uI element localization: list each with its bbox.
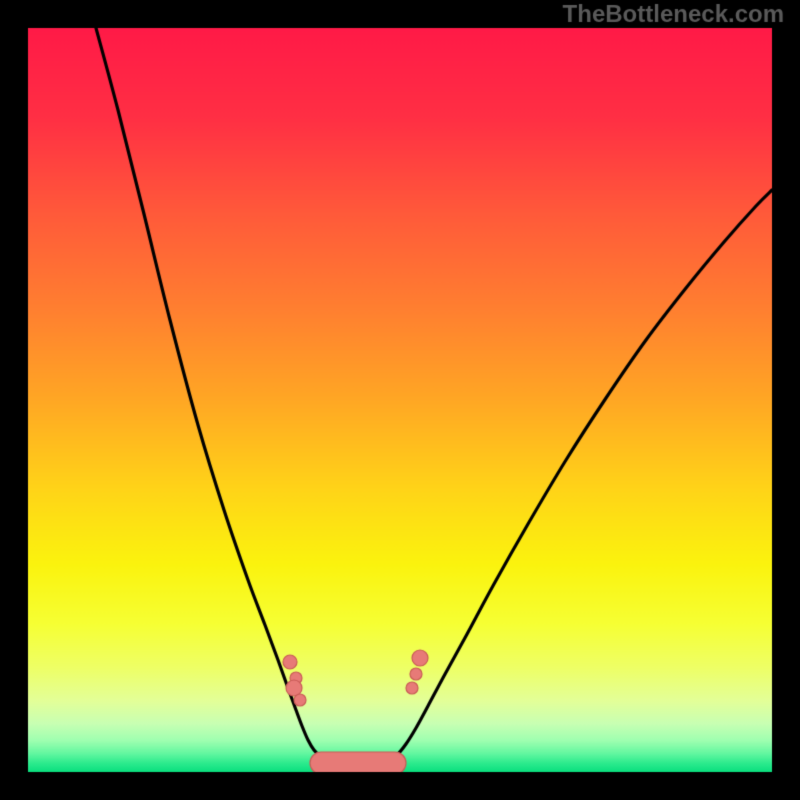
bottleneck-chart [0, 0, 800, 800]
